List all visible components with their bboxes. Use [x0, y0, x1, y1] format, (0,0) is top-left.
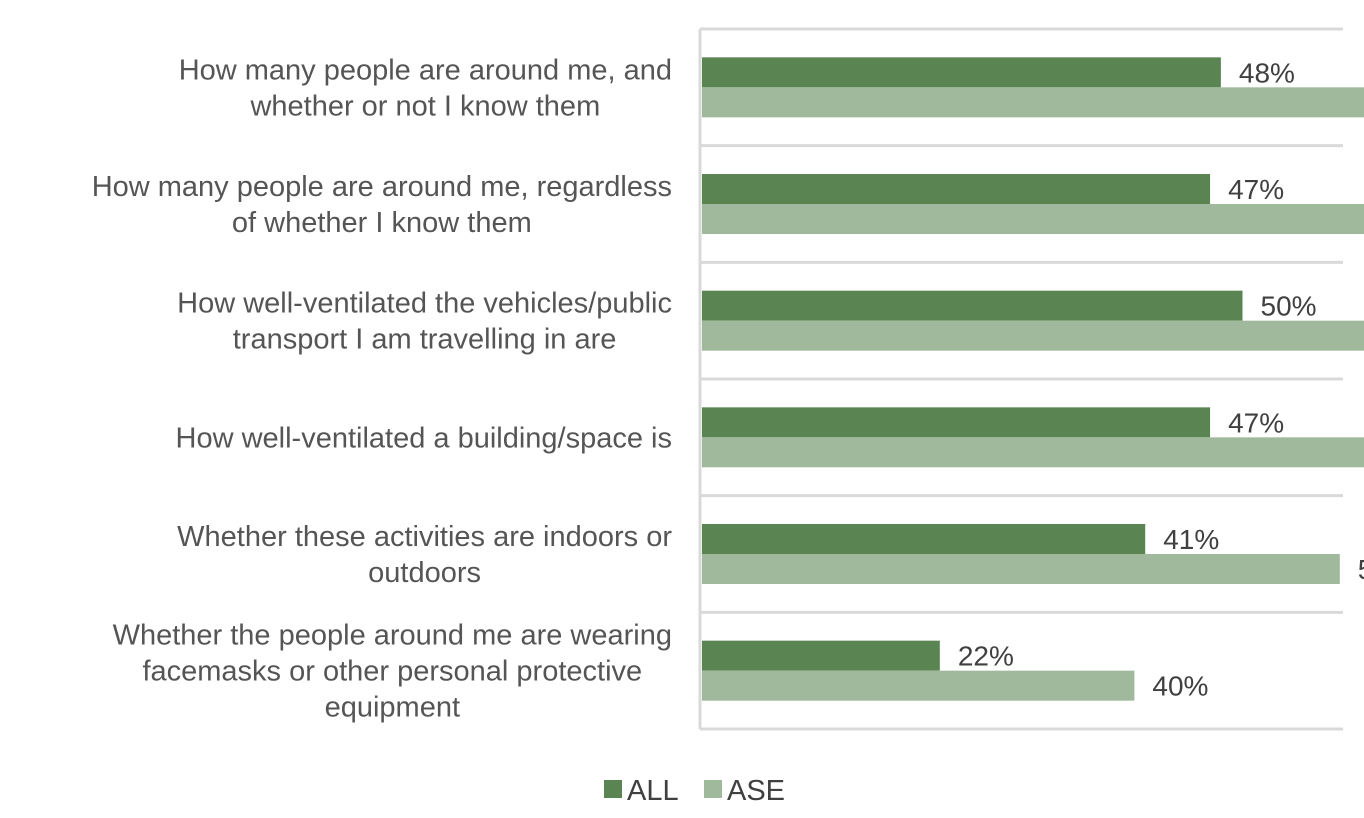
gridlines	[698, 27, 1343, 731]
data-label-all-5: 22%	[958, 641, 1014, 672]
data-label-all-0: 48%	[1239, 57, 1295, 88]
bar-all-2	[702, 290, 1243, 321]
data-label-ase-4: 59%	[1358, 554, 1364, 585]
legend-swatch-ase	[704, 780, 722, 798]
bar-all-3	[702, 407, 1211, 438]
value-labels: 48%65%47%65%50%68%47%66%41%59%22%40%	[958, 57, 1364, 701]
bar-all-1	[702, 174, 1211, 204]
data-label-all-3: 47%	[1228, 407, 1284, 438]
bar-ase-3	[702, 437, 1364, 468]
bar-all-5	[702, 640, 940, 671]
category-label-5: Whether the people around me are wearing…	[113, 620, 672, 724]
legend-label-ase: ASE	[727, 775, 785, 807]
bar-ase-2	[702, 320, 1364, 351]
category-label-4: Whether these activities are indoors or o…	[177, 521, 672, 589]
category-label-1: How many people are around me, regardles…	[92, 171, 672, 239]
data-label-all-4: 41%	[1163, 524, 1219, 555]
bar-ase-0	[702, 87, 1364, 118]
legend: ALL ASE	[604, 775, 785, 807]
bar-ase-4	[702, 554, 1340, 584]
bar-all-0	[702, 57, 1221, 88]
data-label-all-1: 47%	[1228, 174, 1284, 205]
legend-swatch-all	[604, 780, 622, 798]
bar-ase-5	[702, 670, 1135, 701]
category-label-3: How well-ventilated a building/space is	[176, 422, 672, 454]
bar-ase-1	[702, 204, 1364, 234]
category-labels: How many people are around me, and whethe…	[92, 54, 673, 723]
category-label-2: How well-ventilated the vehicles/public t…	[177, 288, 672, 356]
data-label-all-2: 50%	[1261, 291, 1317, 322]
bar-all-4	[702, 524, 1146, 554]
data-label-ase-5: 40%	[1152, 671, 1208, 702]
category-label-0: How many people are around me, and whethe…	[179, 54, 672, 122]
bars	[702, 57, 1364, 701]
legend-label-all: ALL	[627, 775, 679, 807]
